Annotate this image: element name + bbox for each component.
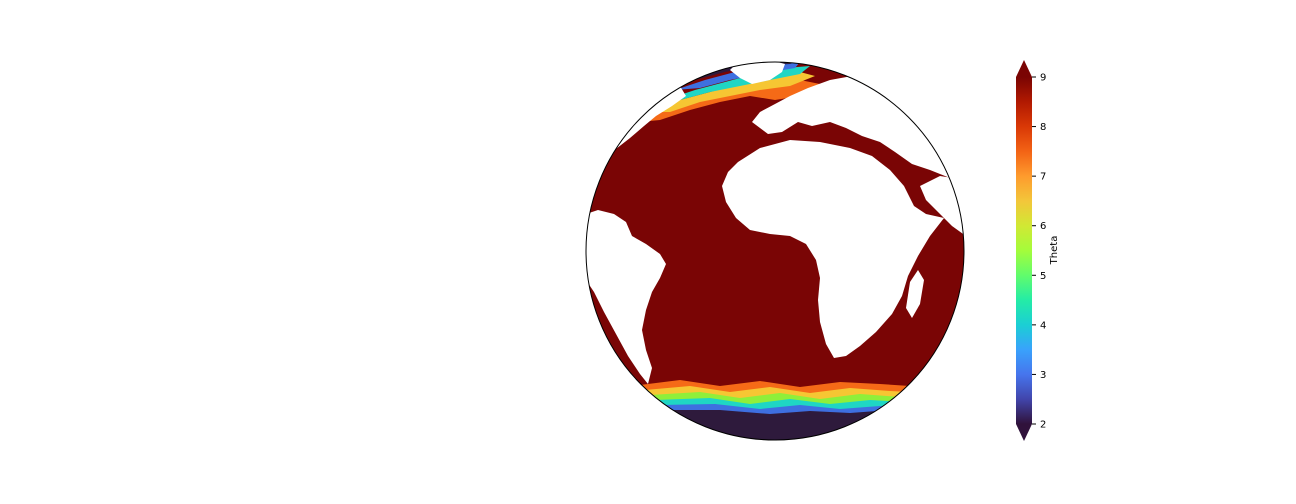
colorbar-ticks: 2 3 4 5 6 7 8 9: [1032, 73, 1046, 431]
colorbar-gradient: [1016, 77, 1032, 424]
north-atlantic-orange-band: [640, 80, 820, 122]
colorbar-extend-max-triangle: [1016, 60, 1032, 77]
globe-outline: [585, 61, 965, 441]
colorbar-tick-label: 4: [1040, 320, 1046, 331]
colorbar-tick-label: 6: [1040, 221, 1046, 232]
colorbar-tick-label: 7: [1040, 172, 1046, 183]
madagascar-landmass: [906, 270, 924, 318]
colorbar-tick-label: 8: [1040, 122, 1046, 133]
colorbar-tick-label: 5: [1040, 271, 1046, 282]
colorbar-extend-min-triangle: [1016, 424, 1032, 441]
colorbar-tick-label: 3: [1040, 370, 1046, 381]
africa-landmass: [722, 140, 944, 358]
colorbar-tick-label: 9: [1040, 73, 1046, 84]
colorbar-label: Theta: [1049, 236, 1060, 266]
greenland-landmass: [730, 62, 785, 84]
colorbar-tick-label: 2: [1040, 420, 1046, 431]
south-america-landmass: [586, 210, 666, 384]
north-atlantic-yellow-band: [650, 72, 815, 112]
